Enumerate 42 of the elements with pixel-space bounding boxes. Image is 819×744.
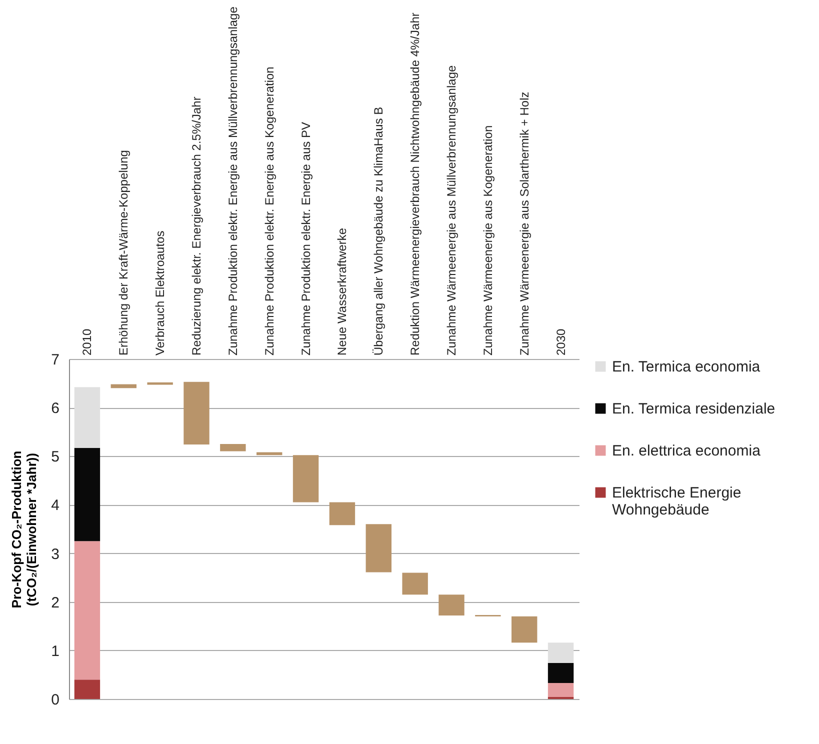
legend-label: En. Termica economia [612, 358, 761, 376]
y-tick-label: 6 [51, 400, 60, 418]
y-tick-label: 5 [51, 448, 60, 466]
bar [402, 572, 428, 595]
bar [548, 642, 574, 664]
legend-label: En. Termica residenziale [612, 400, 776, 418]
bar [548, 663, 574, 683]
y-tick-label: 2 [51, 594, 60, 612]
x-tick-label: Zunahme Wärmeenergie aus Müllverbrennungsanlage [444, 65, 458, 356]
bar [329, 502, 356, 526]
x-tick-label: 2010 [80, 328, 94, 356]
bar [220, 444, 246, 452]
bar [74, 680, 100, 699]
x-tick-label: Neue Wasserkraftwerke [335, 228, 350, 356]
legend-label: En. elettrica economia [612, 442, 762, 460]
bar [512, 616, 538, 643]
bar [74, 448, 100, 542]
x-tick-label: Verbrauch Elektroautos [153, 230, 168, 356]
x-tick-label: Zunahme Wärmeenergie aus Solarthermik + Holz [517, 92, 532, 356]
x-tick-label: Reduktion Wärmeenergieverbrauch Nichtwohngebäude 4%/Jahr [408, 12, 422, 356]
x-tick-label: Zunahme Produktion elektr. Energie aus PV [298, 122, 313, 356]
x-tick-label: Zunahme Wärmeenergie aus Kogeneration [480, 125, 495, 356]
bar [74, 387, 100, 448]
bar [292, 455, 319, 502]
x-tick-label: 2030 [554, 328, 568, 356]
y-axis-title: Pro-Kopf CO₂-Produktion (tCO₂/(Einwohner *Jahr)) [9, 450, 40, 608]
x-tick-label: Zunahme Produktion elektr. Energie aus Müllverbrennungsanlage [226, 6, 240, 356]
y-tick-label: 3 [51, 546, 60, 563]
bar [438, 594, 464, 616]
x-tick-label: Zunahme Produktion elektr. Energie aus Kogeneration [262, 66, 276, 356]
x-tick-label: Übergang aller Wohngebäude zu KlimaHaus B [372, 106, 386, 356]
legend-label: Elektrische Energie Wohngebäude [612, 484, 742, 518]
x-tick-label: Erhöhung der Kraft-Wärme-Koppelung [116, 150, 131, 356]
bar [366, 524, 392, 572]
bar [74, 541, 100, 680]
bar [548, 682, 574, 698]
y-tick-label: 0 [51, 692, 60, 708]
y-tick-label: 7 [51, 352, 60, 368]
x-tick-label: Reduzierung elektr. Energieverbrauch 2.5%/Jahr [190, 96, 204, 356]
bar [184, 382, 210, 444]
y-tick-label: 1 [51, 642, 60, 660]
y-tick-label: 4 [51, 497, 60, 514]
